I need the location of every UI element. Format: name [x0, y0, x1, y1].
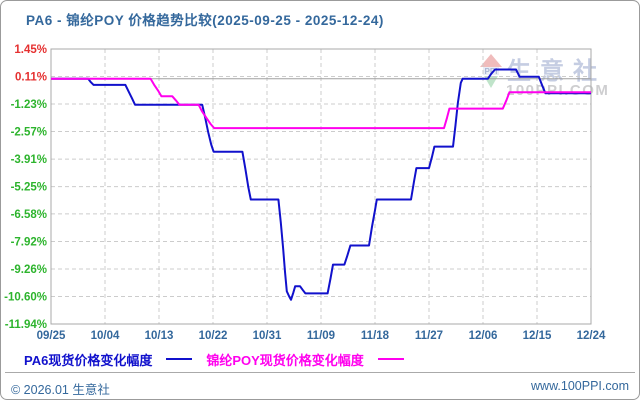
x-tick-label: 12/15 [523, 330, 552, 342]
footer-website-link[interactable]: www.100PPI.com [531, 379, 629, 393]
pa6-series-line [51, 68, 591, 301]
y-tick-label: -11.94% [5, 319, 47, 331]
legend-label-pa6: PA6现货价格变化幅度 [24, 352, 153, 368]
y-tick-label: -7.92% [11, 236, 47, 248]
poy-series-line [51, 77, 591, 130]
x-tick-label: 10/13 [145, 330, 174, 342]
x-tick-label: 12/24 [577, 330, 606, 342]
y-tick-label: -5.25% [11, 182, 47, 194]
y-tick-label: -1.23% [11, 99, 47, 111]
y-tick-label: 0.11% [15, 72, 47, 84]
x-tick-label: 10/31 [253, 330, 282, 342]
y-tick-label: 1.45% [14, 44, 47, 56]
x-tick-label: 10/04 [91, 330, 120, 342]
x-tick-label: 10/22 [199, 330, 228, 342]
chart-legend: PA6现货价格变化幅度 锦纶POY现货价格变化幅度 [24, 351, 418, 368]
price-trend-chart: 1.45% 0.11% -1.23% -2.57% -3.91% -5.25% -6.58%… [4, 44, 606, 342]
legend-line-pa6 [166, 358, 193, 360]
x-tick-label: 11/18 [361, 330, 390, 342]
plot-frame [50, 48, 592, 325]
footer: © 2026.01 生意社 www.100PPI.com [1, 377, 639, 397]
footer-divider [5, 372, 635, 373]
y-tick-label: -6.58% [11, 209, 47, 221]
legend-label-poy: 锦纶POY现货价格变化幅度 [206, 352, 364, 368]
x-tick-label: 09/25 [37, 330, 66, 342]
x-tick-label: 11/27 [415, 330, 443, 342]
chart-title: PA6 - 锦纶POY 价格趋势比较(2025-09-25 - 2025-12-… [26, 13, 384, 28]
x-tick-label: 12/06 [469, 330, 498, 342]
x-tick-label: 11/09 [307, 330, 335, 342]
legend-line-poy [377, 358, 404, 360]
footer-copyright: © 2026.01 生意社 [11, 383, 110, 397]
y-tick-label: -2.57% [11, 127, 47, 139]
y-tick-label: -3.91% [11, 154, 47, 166]
y-tick-label: -9.26% [11, 264, 47, 276]
y-tick-label: -10.60% [4, 291, 47, 303]
